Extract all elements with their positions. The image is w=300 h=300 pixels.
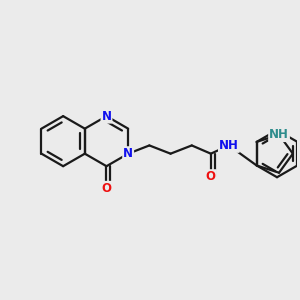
Text: N: N (101, 110, 112, 123)
Text: NH: NH (269, 128, 289, 141)
Text: N: N (123, 147, 133, 160)
Text: O: O (206, 170, 216, 183)
Text: NH: NH (219, 139, 239, 152)
Text: O: O (101, 182, 112, 195)
